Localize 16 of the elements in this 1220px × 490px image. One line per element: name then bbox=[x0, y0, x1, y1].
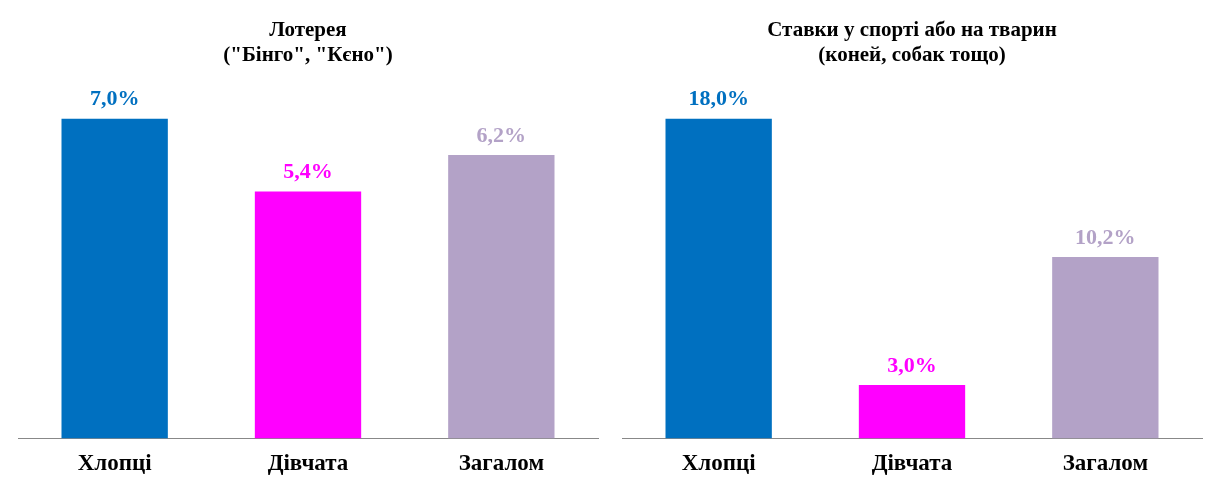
data-label: 18,0% bbox=[688, 85, 749, 111]
data-label: 5,4% bbox=[283, 158, 333, 184]
x-tick-label: Дівчата bbox=[871, 450, 953, 476]
data-label: 10,2% bbox=[1075, 223, 1136, 249]
data-label: 7,0% bbox=[89, 85, 140, 111]
x-tick-label: Загалом bbox=[1062, 450, 1149, 476]
text: Лотерея bbox=[269, 17, 347, 42]
x-tick-label: Дівчата bbox=[267, 450, 349, 476]
x-tick-label: Хлопці bbox=[77, 450, 153, 476]
x-tick-label: Хлопці bbox=[681, 450, 757, 476]
text: (коней, собак тощо) bbox=[818, 42, 1006, 67]
data-label: 3,0% bbox=[887, 351, 937, 377]
text: Ставки у спорті або на тварин bbox=[767, 17, 1057, 42]
data-label: 6,2% bbox=[476, 121, 527, 147]
text: ("Бінго", "Кєно") bbox=[223, 42, 393, 67]
x-tick-label: Загалом bbox=[458, 450, 545, 476]
